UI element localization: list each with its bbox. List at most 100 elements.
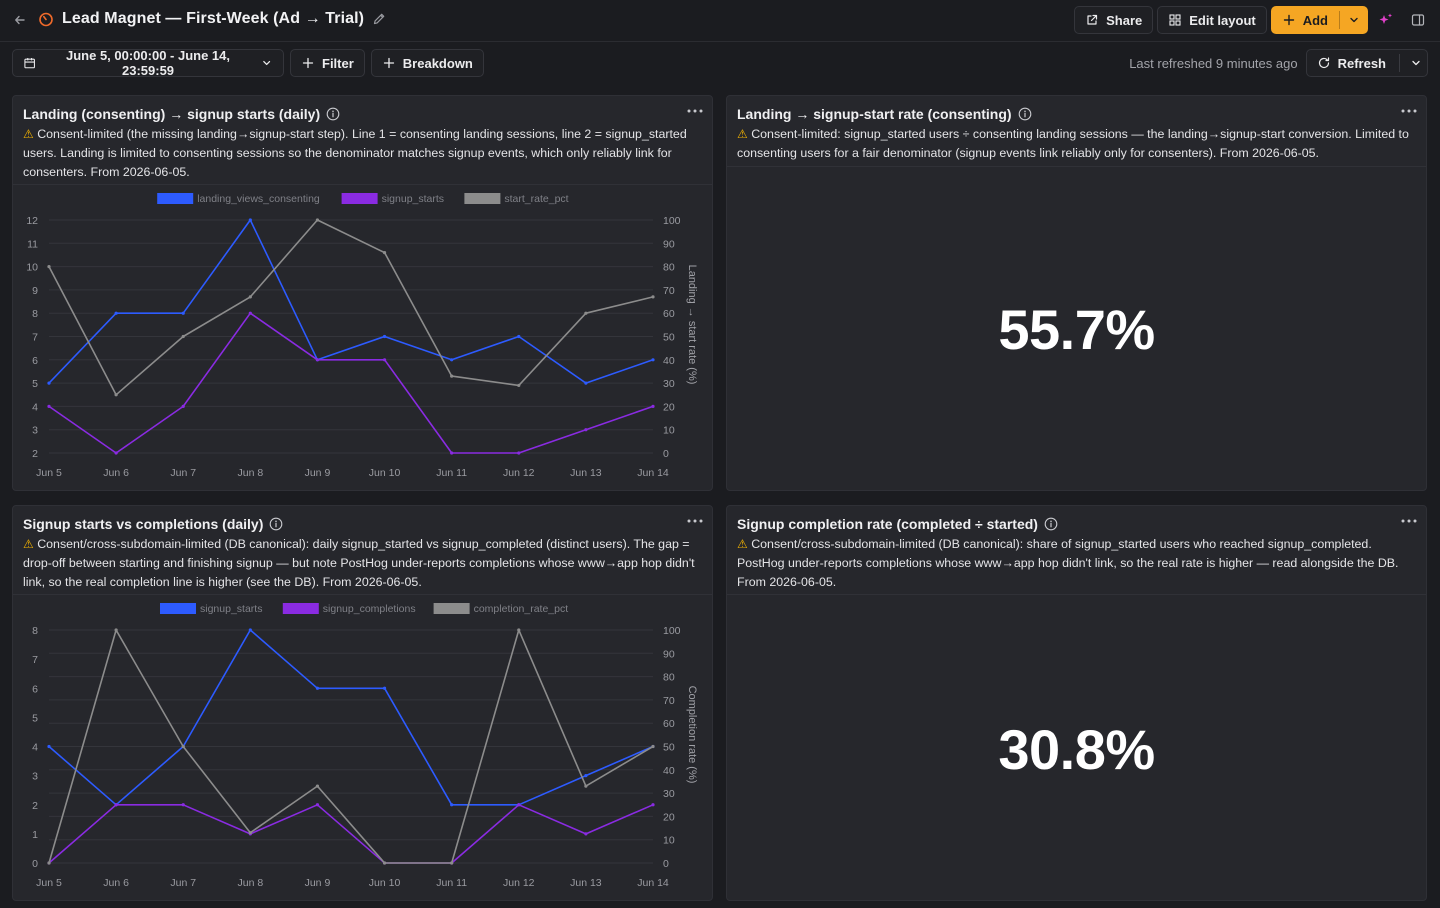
ai-sparkle-icon[interactable] bbox=[1372, 6, 1400, 34]
data-point-signup_completions[interactable] bbox=[584, 832, 588, 836]
chevron-down-icon[interactable] bbox=[1409, 56, 1423, 70]
data-point-completion_rate_pct[interactable] bbox=[450, 861, 454, 865]
y-axis-tick-label: 1 bbox=[32, 829, 38, 841]
data-point-signup_starts[interactable] bbox=[181, 404, 185, 408]
data-point-signup_completions[interactable] bbox=[517, 803, 521, 807]
data-point-signup_starts[interactable] bbox=[114, 451, 118, 455]
info-icon[interactable] bbox=[1044, 517, 1058, 531]
y2-axis-tick-label: 40 bbox=[663, 355, 675, 367]
data-point-start_rate_pct[interactable] bbox=[584, 311, 588, 315]
legend-label-signup_starts: signup_starts bbox=[382, 193, 444, 205]
data-point-signup_starts[interactable] bbox=[47, 744, 51, 749]
data-point-landing_views_consenting[interactable] bbox=[382, 334, 387, 339]
data-point-start_rate_pct[interactable] bbox=[651, 295, 655, 299]
x-axis-tick-label: Jun 6 bbox=[103, 877, 129, 889]
data-point-completion_rate_pct[interactable] bbox=[315, 784, 320, 788]
data-point-landing_views_consenting[interactable] bbox=[584, 381, 588, 385]
data-point-signup_starts[interactable] bbox=[517, 451, 521, 455]
filter-label: Filter bbox=[322, 55, 354, 71]
data-point-signup_completions[interactable] bbox=[181, 803, 185, 807]
data-point-signup_starts[interactable] bbox=[315, 686, 320, 690]
data-point-completion_rate_pct[interactable] bbox=[47, 861, 51, 865]
x-axis-tick-label: Jun 9 bbox=[305, 877, 331, 889]
data-point-start_rate_pct[interactable] bbox=[517, 383, 521, 388]
data-point-signup_starts[interactable] bbox=[450, 803, 454, 807]
card-title[interactable]: Signup starts vs completions (daily) bbox=[23, 516, 264, 532]
data-point-completion_rate_pct[interactable] bbox=[584, 784, 588, 788]
x-axis-tick-label: Jun 6 bbox=[103, 467, 129, 479]
data-point-signup_completions[interactable] bbox=[651, 803, 655, 807]
data-point-completion_rate_pct[interactable] bbox=[517, 628, 521, 632]
data-point-landing_views_consenting[interactable] bbox=[248, 218, 252, 222]
data-point-signup_starts[interactable] bbox=[584, 428, 588, 432]
data-point-completion_rate_pct[interactable] bbox=[248, 831, 252, 835]
refresh-split-divider bbox=[1399, 54, 1400, 72]
date-range-label: June 5, 00:00:00 - June 14, 23:59:59 bbox=[65, 48, 231, 78]
data-point-signup_completions[interactable] bbox=[114, 803, 118, 807]
add-button[interactable]: Add bbox=[1270, 6, 1368, 34]
data-point-signup_starts[interactable] bbox=[47, 404, 51, 408]
data-point-signup_starts[interactable] bbox=[382, 686, 387, 690]
data-point-start_rate_pct[interactable] bbox=[114, 393, 118, 397]
data-point-landing_views_consenting[interactable] bbox=[517, 334, 521, 339]
data-point-signup_starts[interactable] bbox=[248, 311, 252, 315]
data-point-start_rate_pct[interactable] bbox=[450, 374, 454, 378]
card-title[interactable]: Signup completion rate (completed ÷ star… bbox=[737, 516, 1038, 532]
share-button[interactable]: Share bbox=[1074, 6, 1154, 34]
data-point-signup_starts[interactable] bbox=[584, 774, 588, 778]
data-point-completion_rate_pct[interactable] bbox=[114, 628, 118, 632]
breakdown-button[interactable]: Breakdown bbox=[370, 49, 484, 77]
card-title[interactable]: Landing (consenting) → signup starts (da… bbox=[23, 106, 321, 122]
data-point-start_rate_pct[interactable] bbox=[47, 265, 51, 269]
card-title[interactable]: Landing → signup-start rate (consenting) bbox=[737, 106, 1012, 122]
info-icon[interactable] bbox=[1018, 107, 1032, 121]
data-point-landing_views_consenting[interactable] bbox=[181, 311, 185, 315]
series-line-landing_views_consenting[interactable] bbox=[48, 219, 654, 384]
top-bar: Lead Magnet — First-Week (Ad → Trial) Sh… bbox=[0, 0, 1440, 42]
data-point-landing_views_consenting[interactable] bbox=[114, 311, 118, 315]
info-icon[interactable] bbox=[269, 517, 283, 531]
data-point-signup_starts[interactable] bbox=[651, 404, 655, 408]
breakdown-label: Breakdown bbox=[402, 55, 473, 71]
more-options-icon[interactable] bbox=[1400, 518, 1418, 524]
edit-pencil-icon[interactable] bbox=[372, 12, 386, 26]
back-arrow-icon[interactable] bbox=[12, 11, 30, 29]
data-point-start_rate_pct[interactable] bbox=[181, 334, 185, 339]
data-point-completion_rate_pct[interactable] bbox=[382, 861, 387, 865]
more-options-icon[interactable] bbox=[686, 108, 704, 114]
more-options-icon[interactable] bbox=[1400, 108, 1418, 114]
data-point-signup_starts[interactable] bbox=[315, 358, 320, 362]
refresh-button[interactable]: Refresh bbox=[1305, 49, 1428, 77]
data-point-landing_views_consenting[interactable] bbox=[651, 358, 655, 362]
data-point-signup_starts[interactable] bbox=[450, 451, 454, 455]
data-point-completion_rate_pct[interactable] bbox=[651, 744, 655, 749]
data-point-start_rate_pct[interactable] bbox=[248, 295, 252, 299]
edit-layout-label: Edit layout bbox=[1189, 12, 1256, 28]
data-point-landing_views_consenting[interactable] bbox=[450, 358, 454, 362]
date-range-picker[interactable]: June 5, 00:00:00 - June 14, 23:59:59 bbox=[12, 48, 284, 78]
y2-axis-tick-label: 30 bbox=[663, 788, 675, 800]
y-axis-tick-label: 9 bbox=[32, 285, 38, 297]
more-options-icon[interactable] bbox=[686, 518, 704, 524]
y-axis-tick-label: 4 bbox=[32, 401, 38, 413]
side-panel-toggle-icon[interactable] bbox=[1404, 6, 1432, 34]
edit-layout-button[interactable]: Edit layout bbox=[1157, 6, 1267, 34]
filter-button[interactable]: Filter bbox=[290, 49, 365, 77]
data-point-signup_starts[interactable] bbox=[382, 358, 387, 362]
calendar-icon bbox=[24, 58, 35, 69]
chevron-down-icon[interactable] bbox=[1347, 13, 1361, 27]
data-point-signup_completions[interactable] bbox=[315, 803, 320, 807]
series-line-start_rate_pct[interactable] bbox=[48, 219, 654, 396]
series-line-signup_starts[interactable] bbox=[48, 312, 654, 454]
data-point-start_rate_pct[interactable] bbox=[382, 251, 387, 255]
share-icon bbox=[1087, 14, 1098, 25]
data-point-signup_starts[interactable] bbox=[248, 628, 252, 632]
data-point-completion_rate_pct[interactable] bbox=[181, 744, 185, 749]
dashboard-gauge-icon bbox=[38, 11, 54, 27]
series-line-completion_rate_pct[interactable] bbox=[48, 629, 654, 864]
info-icon[interactable] bbox=[326, 107, 340, 121]
data-point-start_rate_pct[interactable] bbox=[315, 218, 320, 222]
series-line-signup_starts[interactable] bbox=[48, 629, 654, 806]
data-point-landing_views_consenting[interactable] bbox=[47, 381, 51, 385]
series-line-signup_completions[interactable] bbox=[48, 804, 654, 864]
